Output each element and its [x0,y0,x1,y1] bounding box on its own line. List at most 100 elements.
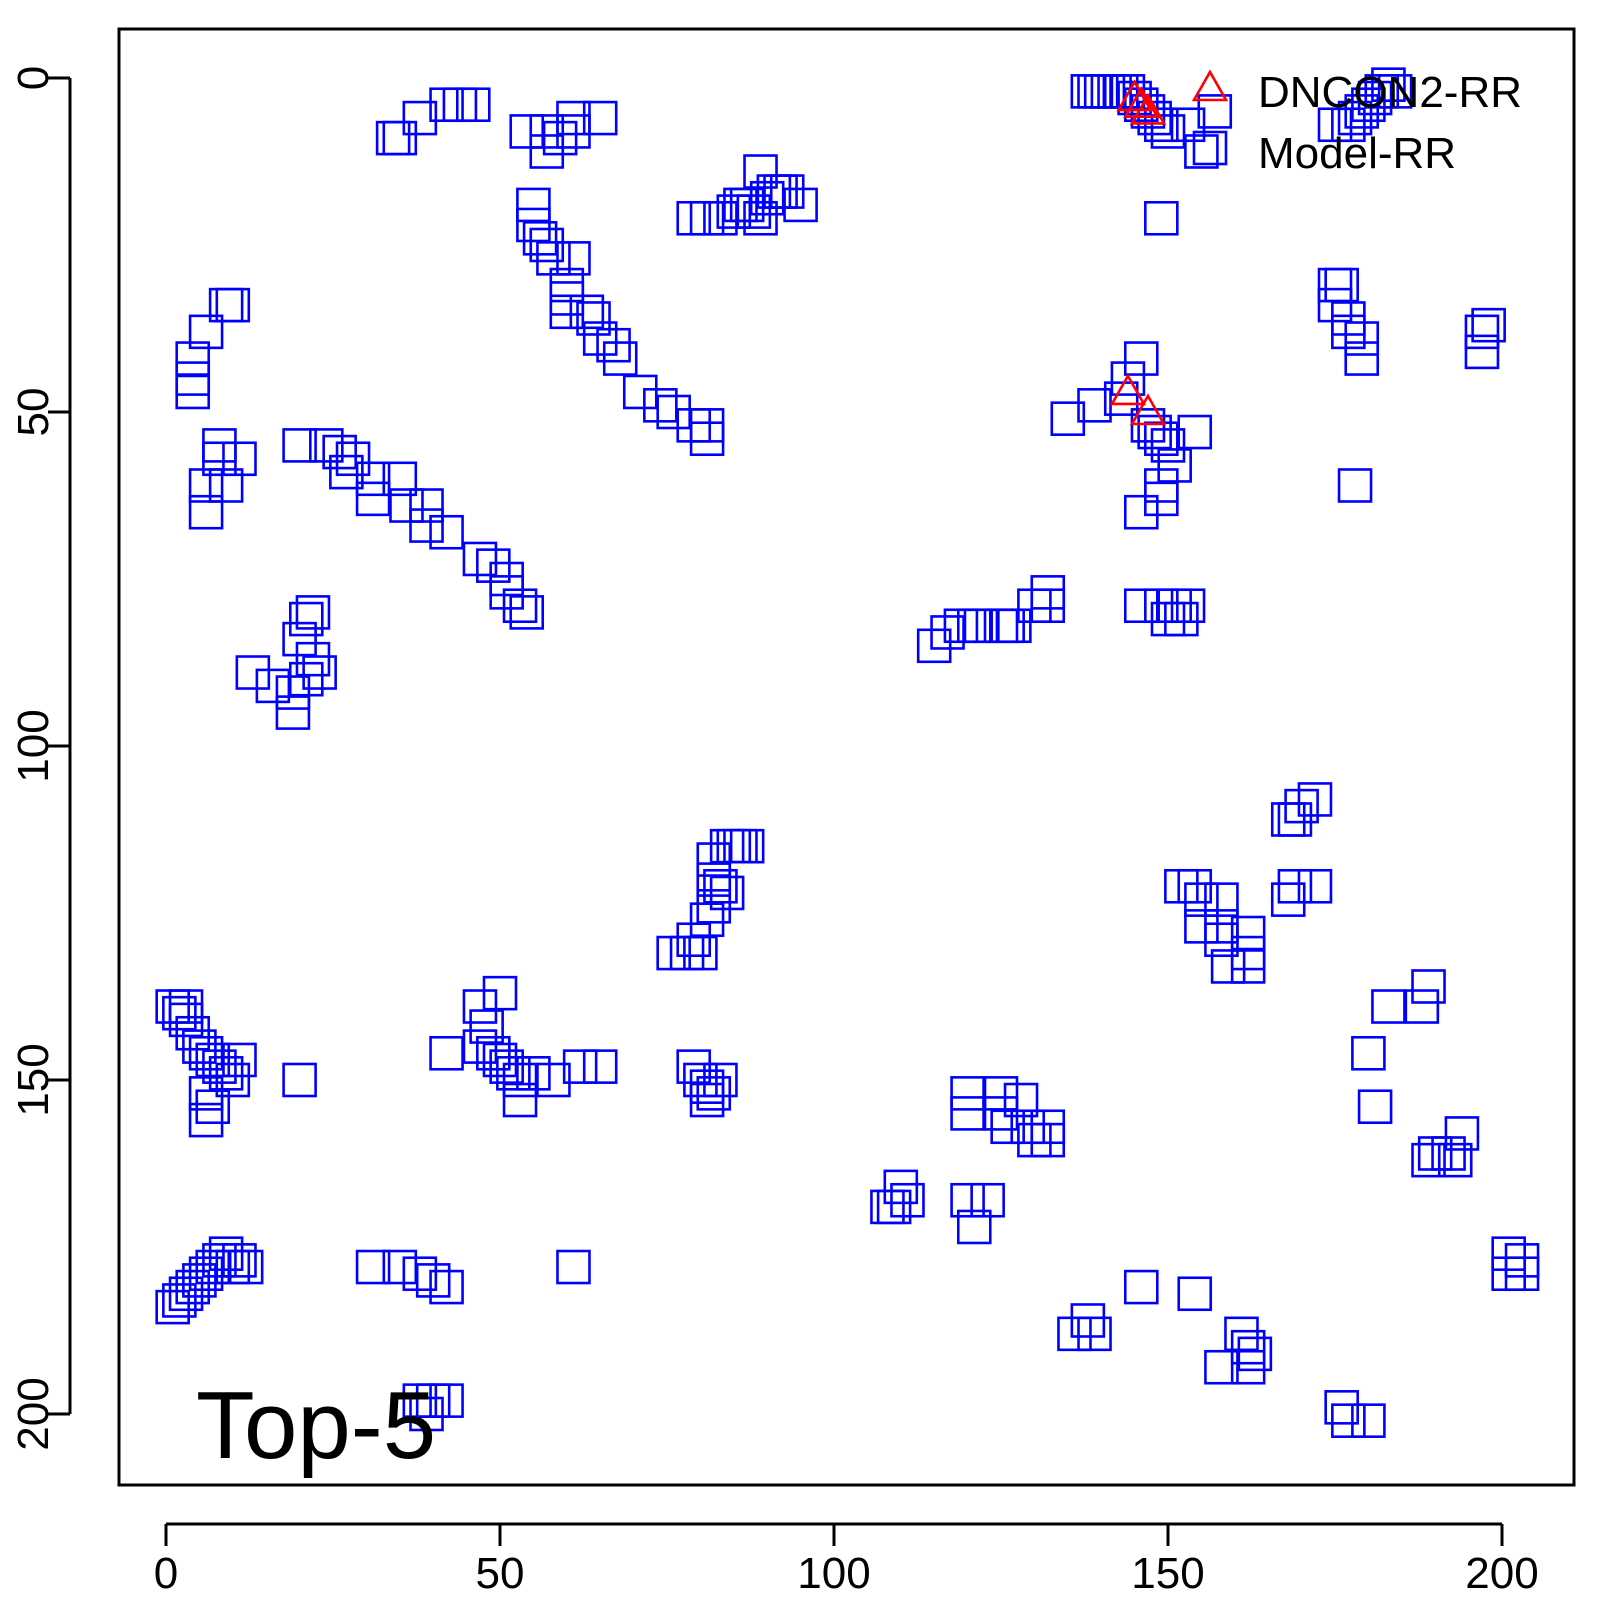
model-rr-point [990,1109,1025,1145]
model-rr-point [409,508,444,543]
y-tick-label: 0 [9,66,58,90]
model-rr-point [622,374,658,410]
model-rr-point [536,241,571,276]
model-rr-point [529,114,565,149]
model-rr-point [215,1062,251,1098]
model-rr-point [462,1029,498,1064]
model-rr-point [476,548,511,583]
model-rr-point [1123,341,1159,376]
model-rr-point [1177,1276,1213,1312]
dncon2-rr-point [1129,393,1167,426]
model-rr-point [582,321,618,356]
model-rr-point [222,1042,257,1078]
model-rr-point [689,408,725,443]
model-rr-point [643,388,678,423]
y-tick-label: 100 [9,709,58,782]
model-rr-point [1284,788,1319,824]
model-rr-point [1057,1316,1092,1352]
legend-marker-model-rr [1192,130,1228,166]
model-rr-point [1344,94,1380,129]
model-rr-point [1204,922,1239,958]
model-rr-point [329,454,364,490]
model-rr-point [188,1256,224,1292]
model-rr-point [1177,868,1213,904]
legend: DNCON2-RR Model-RR [1191,68,1522,178]
dncon2-rr-point [1129,92,1167,125]
model-rr-point [1344,341,1380,376]
model-rr-point [1357,1089,1393,1125]
model-rr-point [469,1009,504,1044]
x-tick-label: 0 [154,1549,178,1598]
model-rr-point [302,655,337,690]
model-rr-point [182,1263,217,1298]
model-rr-point [1404,989,1440,1024]
x-tick-label: 50 [476,1549,525,1598]
model-rr-point [983,1096,1019,1131]
model-rr-point [502,588,538,624]
model-rr-point [382,1249,418,1285]
model-rr-point [569,294,605,330]
model-rr-point [1277,868,1313,904]
model-rr-point [175,341,211,376]
model-rr-point [1170,588,1206,624]
model-rr-point [689,902,725,937]
model-rr-point [1077,1316,1112,1352]
model-rr-point [997,608,1032,644]
model-rr-point [208,468,244,503]
model-rr-point [1491,1256,1526,1292]
model-rr-point [309,428,344,463]
model-rr-point [676,1049,712,1084]
model-rr-point [556,100,591,136]
model-rr-legend-symbol [1192,130,1228,166]
model-rr-point [462,541,498,577]
model-rr-point [255,668,291,704]
model-rr-point [602,341,638,376]
model-rr-point [582,100,618,136]
model-rr-point [1204,1349,1239,1385]
model-rr-point [228,1249,264,1285]
model-rr-point [382,120,418,156]
x-tick-label: 200 [1465,1549,1538,1598]
model-rr-point [188,468,224,503]
model-rr-point [582,1049,618,1084]
model-rr-point [916,628,952,664]
model-rr-point [1110,361,1146,396]
model-rr-point [1204,882,1239,917]
model-rr-point [1144,107,1179,143]
model-rr-point [950,1076,985,1111]
model-rr-point [1371,67,1406,102]
model-rr-point [275,695,311,730]
plot-frame [117,27,1576,1487]
model-rr-point [963,608,999,644]
model-rr-point [883,1169,919,1205]
model-rr-point [282,428,317,463]
x-tick-label: 100 [797,1549,870,1598]
model-rr-point [482,975,518,1011]
model-rr-point [188,1076,224,1111]
model-rr-point [188,1035,224,1071]
model-rr-point [1230,915,1266,951]
model-rr-point [1184,134,1219,169]
model-rr-point [496,1056,531,1091]
model-rr-point [716,194,752,229]
model-rr-point [1164,601,1199,637]
y-tick-label: 150 [9,1043,58,1116]
model-rr-point [409,1396,444,1432]
model-rr-point [1010,1109,1046,1145]
model-rr-point [516,207,551,243]
model-rr-point [576,301,611,336]
model-rr-point [1077,388,1112,423]
model-rr-point [1444,1116,1480,1151]
model-rr-point [703,1062,738,1098]
y-tick-label: 200 [9,1377,58,1450]
model-rr-point [282,621,317,657]
model-rr-point [956,1209,992,1245]
model-rr-point [162,995,197,1031]
model-rr-point [876,1189,912,1225]
model-rr-point [556,241,591,276]
model-rr-point [1464,314,1500,350]
model-rr-point [522,221,558,256]
model-rr-point [562,1049,598,1084]
model-rr-point [1297,782,1333,817]
